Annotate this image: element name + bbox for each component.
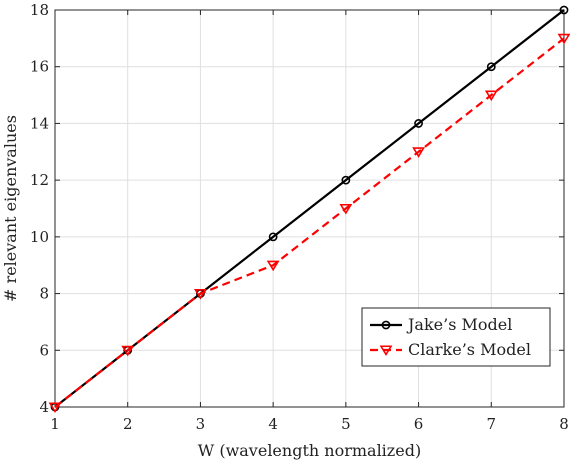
data-point-clarke: [339, 203, 353, 215]
x-axis-label: W (wavelength normalized): [198, 441, 421, 460]
data-point-jake: [341, 175, 351, 185]
x-tick-label: 6: [414, 415, 424, 433]
series-line-clarke: [54, 37, 565, 408]
legend-label-jake: Jake’s Model: [406, 315, 512, 334]
y-tick-label: 16: [30, 58, 49, 76]
data-point-clarke: [412, 147, 425, 158]
data-point-clarke: [557, 33, 570, 45]
legend-marker-clarke: [379, 345, 393, 357]
y-tick-label: 12: [30, 171, 49, 189]
x-tick-label: 7: [487, 415, 497, 433]
legend-items: Jake’s Model Clarke’s Model: [370, 315, 531, 359]
data-point-jake: [268, 232, 278, 242]
y-tick-label: 6: [39, 341, 49, 359]
data-point-clarke: [48, 402, 62, 414]
data-point-jake: [486, 62, 496, 72]
x-tick-label: 5: [341, 415, 351, 433]
series-group: [48, 5, 570, 414]
x-tick-label: 1: [50, 415, 60, 433]
legend-box: [361, 307, 551, 367]
data-point-jake: [559, 5, 569, 15]
y-axis-label: # relevant eigenvalues: [1, 115, 20, 302]
y-tick-label: 18: [30, 1, 49, 19]
legend-marker-jake: [381, 320, 391, 330]
y-tick-label: 10: [30, 228, 49, 246]
y-tick-label: 8: [39, 285, 49, 303]
x-tick-label: 4: [268, 415, 278, 433]
y-tick-label: 14: [30, 114, 49, 132]
data-point-clarke: [194, 289, 207, 300]
legend: Jake’s Model Clarke’s Model: [361, 307, 551, 367]
plot-area-frame: [54, 9, 565, 408]
data-point-clarke: [484, 90, 498, 102]
legend-label-clarke: Clarke’s Model: [408, 340, 531, 359]
data-point-clarke: [266, 260, 280, 272]
data-point-clarke: [121, 345, 135, 357]
y-tick-label: 4: [39, 398, 49, 416]
data-point-jake: [414, 119, 423, 128]
x-tick-label: 3: [196, 415, 206, 433]
x-tick-label: 2: [123, 415, 133, 433]
x-tick-label: 8: [559, 415, 569, 433]
